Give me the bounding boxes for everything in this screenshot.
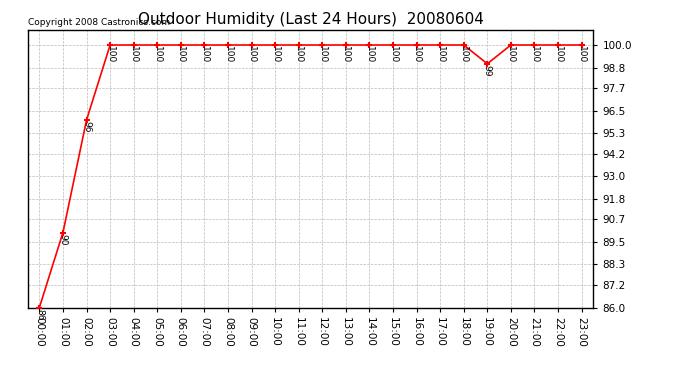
Text: 100: 100 (506, 46, 515, 64)
Text: 100: 100 (294, 46, 303, 64)
Text: 100: 100 (152, 46, 161, 64)
Text: 100: 100 (270, 46, 279, 64)
Text: 100: 100 (129, 46, 138, 64)
Text: 100: 100 (435, 46, 444, 64)
Text: 100: 100 (342, 46, 351, 64)
Text: 100: 100 (318, 46, 327, 64)
Text: 100: 100 (553, 46, 562, 64)
Text: 100: 100 (247, 46, 256, 64)
Text: 100: 100 (460, 46, 469, 64)
Text: 100: 100 (106, 46, 115, 64)
Text: 100: 100 (200, 46, 209, 64)
Text: 100: 100 (365, 46, 374, 64)
Title: Outdoor Humidity (Last 24 Hours)  20080604: Outdoor Humidity (Last 24 Hours) 2008060… (137, 12, 484, 27)
Text: 100: 100 (530, 46, 539, 64)
Text: 100: 100 (177, 46, 186, 64)
Text: 99: 99 (483, 65, 492, 76)
Text: 100: 100 (577, 46, 586, 64)
Text: 100: 100 (388, 46, 397, 64)
Text: 90: 90 (59, 234, 68, 245)
Text: 100: 100 (224, 46, 233, 64)
Text: Copyright 2008 Castronics.com: Copyright 2008 Castronics.com (28, 18, 170, 27)
Text: 96: 96 (82, 122, 91, 133)
Text: 86: 86 (35, 309, 44, 320)
Text: 100: 100 (412, 46, 421, 64)
